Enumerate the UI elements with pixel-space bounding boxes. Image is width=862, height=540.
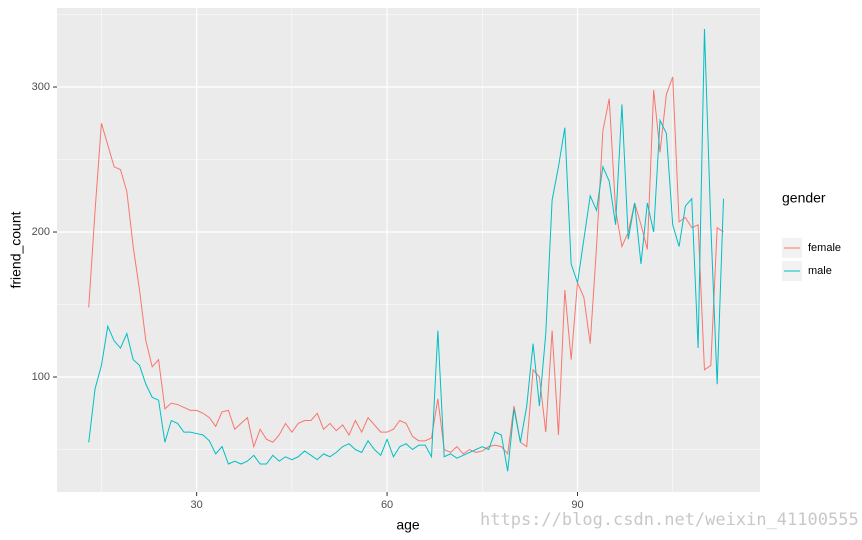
panel: [57, 8, 760, 492]
legend-title: gender: [782, 190, 826, 206]
y-tick-label: 300: [32, 81, 50, 93]
x-axis-title: age: [396, 517, 420, 533]
x-tick-label: 90: [571, 499, 583, 511]
y-tick-label: 200: [32, 226, 50, 238]
line: [88, 76, 724, 456]
y-axis-title: friend_count: [8, 211, 24, 288]
legend-label: female: [808, 242, 841, 254]
line: [88, 29, 725, 472]
legend-label: male: [808, 265, 832, 277]
y-tick-label: 100: [32, 371, 50, 383]
x-tick-label: 60: [381, 499, 393, 511]
watermark: https://blog.csdn.net/weixin_41100555: [480, 510, 859, 530]
lines: [88, 29, 725, 472]
x-tick-label: 30: [191, 499, 203, 511]
